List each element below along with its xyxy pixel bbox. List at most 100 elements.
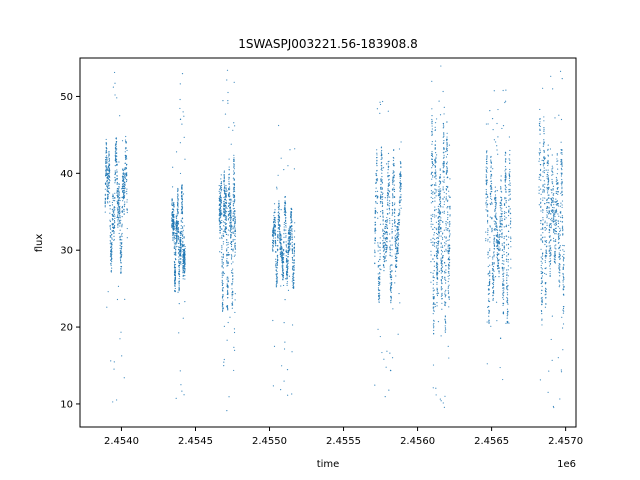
scatter-point xyxy=(287,256,289,258)
scatter-point xyxy=(219,217,221,219)
scatter-point xyxy=(374,216,376,218)
scatter-point xyxy=(387,188,389,190)
scatter-point xyxy=(173,213,175,216)
scatter-point xyxy=(172,224,174,226)
scatter-point xyxy=(114,173,116,175)
scatter-point xyxy=(281,239,283,241)
scatter-point xyxy=(232,208,234,210)
scatter-point xyxy=(182,193,185,195)
scatter-point xyxy=(178,256,180,258)
scatter-point xyxy=(397,237,399,240)
scatter-point xyxy=(394,234,396,237)
scatter-point xyxy=(110,252,112,254)
scatter-point xyxy=(493,252,495,254)
scatter-point xyxy=(282,258,284,260)
scatter-point xyxy=(106,169,108,171)
scatter-point xyxy=(431,118,433,121)
scatter-point xyxy=(492,129,494,131)
scatter-point xyxy=(111,260,113,263)
scatter-point xyxy=(107,190,110,193)
scatter-point xyxy=(561,200,564,202)
scatter-point xyxy=(395,275,397,277)
scatter-point xyxy=(115,146,117,148)
scatter-point xyxy=(392,179,394,182)
scatter-point xyxy=(488,309,490,311)
scatter-point xyxy=(396,239,398,242)
scatter-point xyxy=(230,224,232,226)
scatter-point xyxy=(446,161,448,163)
scatter-point xyxy=(447,245,449,247)
scatter-point xyxy=(108,168,110,170)
scatter-point xyxy=(222,221,225,223)
scatter-point xyxy=(490,197,492,199)
scatter-point xyxy=(181,187,183,189)
scatter-point xyxy=(108,159,111,162)
scatter-point xyxy=(272,242,274,244)
scatter-point xyxy=(374,211,376,213)
scatter-point xyxy=(540,228,542,230)
scatter-point xyxy=(445,289,447,291)
scatter-point xyxy=(180,234,182,236)
scatter-point xyxy=(394,230,396,232)
scatter-point xyxy=(391,357,394,359)
scatter-point xyxy=(117,216,119,218)
scatter-point xyxy=(399,182,401,184)
scatter-point xyxy=(503,237,505,240)
scatter-point xyxy=(499,225,501,227)
scatter-point xyxy=(490,177,492,179)
scatter-point xyxy=(278,124,280,127)
scatter-point xyxy=(234,293,236,295)
scatter-point xyxy=(105,138,107,141)
scatter-point xyxy=(178,278,180,280)
scatter-point xyxy=(431,120,433,122)
scatter-point xyxy=(274,222,276,224)
scatter-point xyxy=(122,180,124,182)
scatter-point xyxy=(173,217,175,219)
scatter-point xyxy=(172,233,174,235)
scatter-point xyxy=(433,277,435,279)
scatter-point xyxy=(224,208,226,210)
scatter-point xyxy=(502,303,504,305)
scatter-point xyxy=(122,179,124,181)
scatter-point xyxy=(281,262,283,264)
scatter-point xyxy=(377,280,380,283)
scatter-point xyxy=(379,275,381,278)
scatter-point xyxy=(397,232,399,234)
scatter-point xyxy=(120,271,122,273)
scatter-point xyxy=(389,249,391,251)
scatter-point xyxy=(493,251,495,253)
scatter-point xyxy=(382,192,384,194)
scatter-point xyxy=(291,229,293,231)
scatter-point xyxy=(221,284,224,287)
scatter-point xyxy=(434,162,436,164)
scatter-point xyxy=(291,393,293,395)
scatter-point xyxy=(382,220,384,222)
scatter-point xyxy=(504,181,506,183)
scatter-point xyxy=(439,202,442,205)
scatter-point xyxy=(384,242,386,244)
scatter-point xyxy=(506,294,509,296)
scatter-point xyxy=(374,209,376,211)
scatter-point xyxy=(226,259,228,262)
scatter-point xyxy=(124,167,126,169)
scatter-point xyxy=(436,255,438,257)
scatter-point xyxy=(182,245,184,248)
scatter-point xyxy=(493,235,495,237)
scatter-point xyxy=(226,249,228,251)
scatter-point xyxy=(447,199,449,201)
scatter-point xyxy=(182,272,184,274)
scatter-point xyxy=(234,254,236,256)
scatter-point xyxy=(284,278,287,280)
scatter-point xyxy=(542,241,544,243)
scatter-point xyxy=(502,283,504,286)
scatter-point xyxy=(398,208,400,210)
scatter-point xyxy=(505,217,507,219)
scatter-point xyxy=(380,168,382,171)
scatter-point xyxy=(288,233,290,235)
scatter-point xyxy=(274,209,276,211)
scatter-point xyxy=(432,307,434,309)
scatter-point xyxy=(107,167,109,169)
scatter-point xyxy=(490,165,492,167)
scatter-point xyxy=(229,207,231,209)
scatter-point xyxy=(435,227,437,230)
